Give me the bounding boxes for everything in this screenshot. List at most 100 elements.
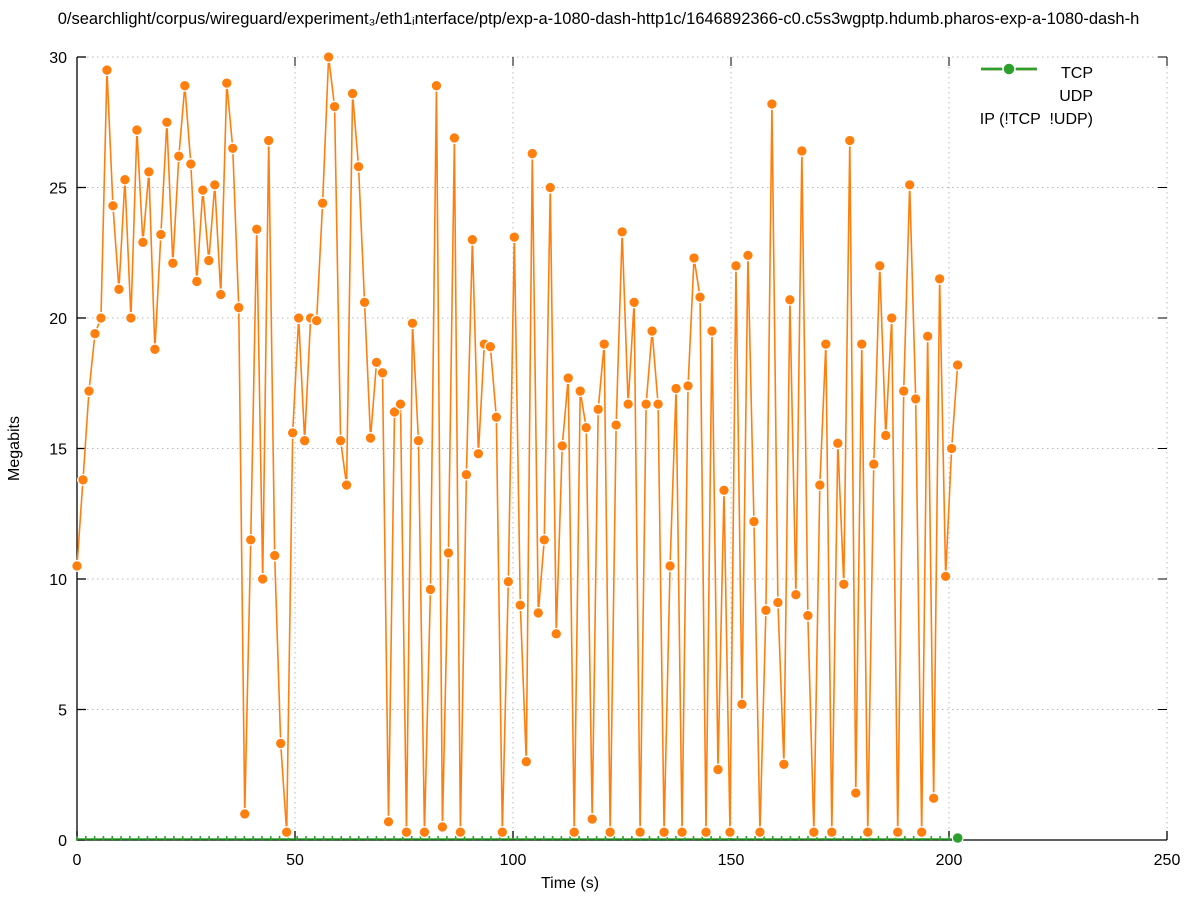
udp-series-point xyxy=(538,533,551,546)
udp-series-point xyxy=(759,604,772,617)
x-tick-label: 50 xyxy=(286,852,304,869)
udp-series-point xyxy=(376,366,389,379)
udp-series-point xyxy=(496,826,509,839)
udp-series-point xyxy=(885,312,898,324)
udp-series-point xyxy=(604,826,617,839)
udp-series-point xyxy=(616,225,629,238)
y-tick-label: 25 xyxy=(49,181,67,198)
udp-series-point xyxy=(771,596,784,609)
udp-series-point xyxy=(718,484,730,497)
udp-series-point xyxy=(550,627,563,640)
udp-series-point xyxy=(292,312,305,324)
udp-series-point xyxy=(89,327,101,340)
udp-series-point xyxy=(124,312,137,324)
udp-series-point xyxy=(688,252,700,264)
udp-series-point xyxy=(322,51,335,63)
udp-series-point xyxy=(526,147,539,160)
udp-series-point xyxy=(256,573,269,585)
legend-marker-udp-icon xyxy=(980,62,1161,104)
udp-series-point xyxy=(83,385,95,398)
udp-series-point xyxy=(610,419,623,431)
udp-series-point xyxy=(945,442,958,455)
udp-series-point xyxy=(178,79,191,92)
udp-series-point xyxy=(801,609,814,622)
udp-series-point xyxy=(742,249,754,262)
udp-series-point xyxy=(951,359,964,371)
udp-series-point xyxy=(694,291,706,304)
udp-series-point xyxy=(400,826,413,839)
udp-series-point xyxy=(382,815,395,828)
udp-series-point xyxy=(286,426,299,439)
udp-series-point xyxy=(406,317,419,330)
udp-series-point xyxy=(472,447,485,460)
udp-series-point xyxy=(196,184,209,197)
udp-series-point xyxy=(622,398,635,411)
udp-series-point xyxy=(280,826,293,839)
legend: TCP UDP IP (!TCP !UDP) xyxy=(980,62,1161,131)
udp-series-point xyxy=(238,807,251,820)
udp-series-point xyxy=(172,150,185,163)
udp-series-point xyxy=(262,134,275,147)
udp-series-point xyxy=(244,533,257,546)
x-tick-label: 200 xyxy=(936,852,963,869)
udp-series-point xyxy=(921,330,934,343)
y-tick-label: 5 xyxy=(58,703,67,720)
legend-marker-dot xyxy=(1002,62,1016,76)
udp-series-point xyxy=(220,77,233,90)
legend-item-udp: UDP xyxy=(980,62,1161,108)
y-tick-label: 0 xyxy=(58,833,67,850)
x-tick-label: 150 xyxy=(718,852,745,869)
udp-series-point xyxy=(909,392,922,405)
udp-series-point xyxy=(310,314,323,327)
udp-series-point xyxy=(891,826,904,839)
udp-series-point xyxy=(783,293,796,306)
y-tick-label: 10 xyxy=(49,572,67,589)
udp-series-point xyxy=(640,398,653,411)
udp-series-point xyxy=(370,356,383,369)
udp-series-point xyxy=(712,763,724,776)
x-tick-label: 100 xyxy=(500,852,527,869)
udp-series-point xyxy=(682,379,694,392)
udp-series-point xyxy=(418,826,431,839)
udp-series-point xyxy=(520,755,533,768)
udp-series-point xyxy=(358,296,371,309)
legend-item-ip: IP (!TCP !UDP) xyxy=(980,62,1161,131)
y-axis-title: Megabits xyxy=(6,416,23,481)
udp-series-point xyxy=(142,165,155,178)
udp-series-point xyxy=(825,826,838,839)
y-tick-label: 20 xyxy=(49,311,67,328)
y-tick-label: 15 xyxy=(49,442,67,459)
udp-series-point xyxy=(118,173,131,186)
udp-series-point xyxy=(813,479,826,491)
udp-series-point xyxy=(250,223,263,236)
udp-series-point xyxy=(394,398,407,411)
udp-series-point xyxy=(574,385,587,398)
udp-series-point xyxy=(939,570,952,583)
udp-series-point xyxy=(867,458,880,471)
udp-series-point xyxy=(508,231,521,244)
udp-series-point xyxy=(364,432,377,445)
udp-series-point xyxy=(352,160,365,173)
ip-series-end-point xyxy=(951,831,964,844)
udp-series-point xyxy=(448,131,461,144)
udp-series-point xyxy=(95,312,107,324)
udp-series-point xyxy=(843,134,856,147)
udp-series-point xyxy=(436,821,449,833)
udp-series-point xyxy=(202,254,215,267)
udp-series-point xyxy=(580,421,593,434)
udp-series-point xyxy=(664,560,677,572)
udp-series-point xyxy=(106,199,119,212)
udp-series-point xyxy=(724,826,736,839)
udp-series-point xyxy=(77,473,89,486)
udp-series-point xyxy=(849,787,862,799)
udp-series-point xyxy=(130,124,143,137)
udp-series-point xyxy=(795,145,808,157)
udp-series-point xyxy=(706,325,718,338)
udp-series-point xyxy=(652,398,665,411)
x-axis-title: Time (s) xyxy=(541,875,599,892)
udp-series-point xyxy=(837,578,850,591)
x-tick-label: 0 xyxy=(73,852,82,869)
udp-series-point xyxy=(598,338,611,351)
udp-series-point xyxy=(753,826,766,839)
